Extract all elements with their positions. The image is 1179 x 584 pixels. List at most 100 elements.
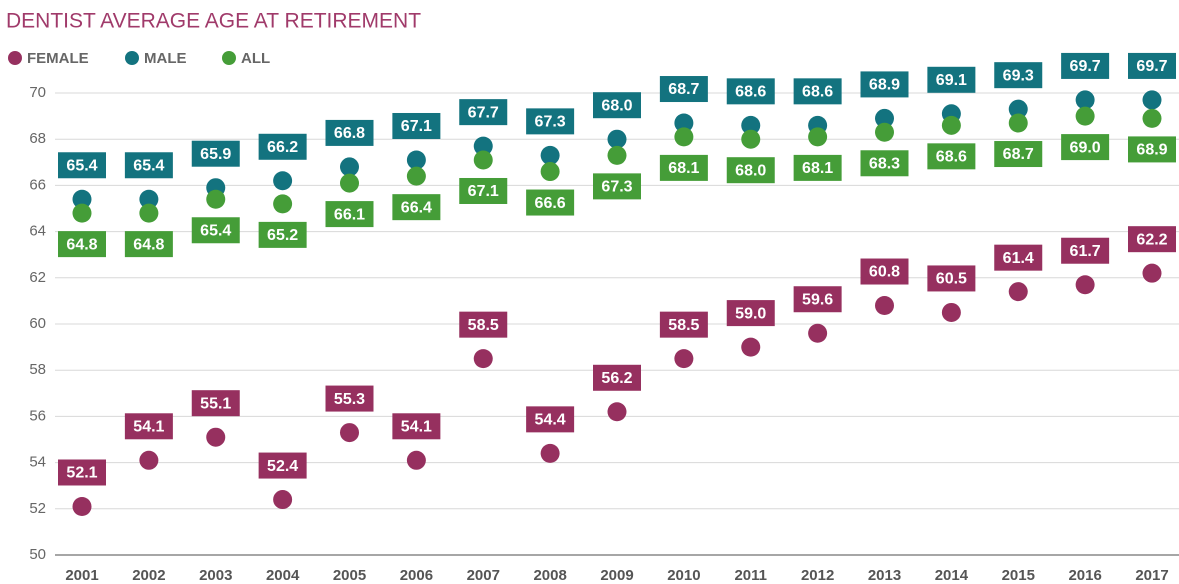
label-box (793, 78, 842, 105)
data-label: 67.1 (401, 118, 432, 135)
dot (674, 127, 694, 147)
data-label: 69.3 (1003, 67, 1034, 84)
data-label: 61.4 (1003, 250, 1034, 267)
x-tick-label: 2013 (868, 567, 901, 584)
dot (808, 323, 828, 343)
data-label: 59.6 (802, 291, 833, 308)
dot (1142, 108, 1162, 128)
dot (674, 113, 694, 133)
data-label: 68.6 (936, 149, 967, 166)
dot (206, 189, 226, 209)
label-box (526, 108, 575, 135)
dot (139, 189, 159, 209)
dot (607, 145, 627, 165)
dot (741, 337, 761, 357)
chart-title: DENTIST AVERAGE AGE AT RETIREMENT (6, 10, 421, 33)
y-tick-label: 60 (29, 315, 46, 332)
dot (741, 115, 761, 135)
label-box (459, 99, 508, 126)
dot (674, 349, 694, 369)
dot (72, 496, 92, 516)
data-label: 65.2 (267, 227, 298, 244)
data-label: 52.4 (267, 458, 298, 475)
data-label: 56.2 (601, 370, 632, 387)
dot (607, 129, 627, 149)
dot (273, 194, 293, 214)
data-label: 68.6 (802, 84, 833, 101)
label-box (392, 413, 441, 440)
data-label: 68.0 (601, 97, 632, 114)
label-box (726, 157, 775, 184)
label-box (994, 141, 1043, 168)
dot (808, 127, 828, 147)
legend-label: FEMALE (27, 50, 89, 67)
legend-swatch (222, 51, 236, 65)
dot (340, 157, 359, 177)
label-box (860, 71, 909, 98)
x-tick-label: 2010 (667, 567, 700, 584)
data-label: 68.1 (668, 160, 699, 177)
data-label: 65.4 (66, 157, 97, 174)
label-box (526, 406, 575, 433)
dot (607, 402, 627, 422)
dot (473, 136, 493, 156)
label-box (124, 152, 173, 179)
label-box (1061, 52, 1110, 79)
dot (139, 203, 159, 223)
data-label: 60.5 (936, 271, 967, 288)
dot (540, 162, 560, 182)
dot (1142, 90, 1162, 110)
label-box (1128, 226, 1176, 253)
label-box (593, 92, 641, 119)
label-box (927, 66, 976, 93)
label-box (191, 217, 240, 244)
data-label: 60.8 (869, 264, 900, 281)
data-label: 68.0 (735, 162, 766, 179)
y-tick-label: 62 (29, 269, 46, 286)
data-label: 68.6 (735, 84, 766, 101)
data-label: 67.7 (468, 104, 499, 121)
data-label: 69.0 (1070, 139, 1101, 156)
label-box (860, 258, 909, 285)
dot (1142, 263, 1162, 283)
data-label: 61.7 (1070, 243, 1101, 260)
dot (1008, 282, 1028, 302)
label-box (258, 452, 307, 479)
data-label: 68.7 (668, 81, 699, 98)
data-label: 68.1 (802, 160, 833, 177)
data-label: 62.2 (1136, 231, 1167, 248)
y-tick-label: 52 (29, 500, 46, 517)
dot (406, 150, 426, 170)
label-box (659, 76, 708, 103)
label-box (994, 244, 1043, 271)
label-box (191, 390, 240, 417)
data-label: 55.1 (200, 395, 231, 412)
legend-label: MALE (144, 50, 187, 67)
legend-swatch (125, 51, 139, 65)
legend-label: ALL (241, 50, 270, 67)
y-tick-label: 68 (29, 130, 46, 147)
dot (473, 349, 493, 369)
data-label: 54.4 (535, 412, 566, 429)
label-box (58, 459, 106, 486)
data-label: 66.4 (401, 199, 432, 216)
dot (1008, 113, 1028, 133)
y-tick-label: 58 (29, 361, 46, 378)
y-tick-label: 70 (29, 84, 46, 101)
x-tick-label: 2003 (199, 567, 232, 584)
label-box (927, 265, 976, 292)
x-tick-label: 2015 (1002, 567, 1035, 584)
label-box (325, 201, 374, 228)
dot (941, 302, 961, 322)
x-tick-label: 2005 (333, 567, 366, 584)
dot (1075, 275, 1095, 295)
x-tick-label: 2004 (266, 567, 300, 584)
data-label: 55.3 (334, 391, 365, 408)
x-tick-label: 2011 (734, 567, 767, 584)
x-tick-label: 2006 (400, 567, 433, 584)
label-box (325, 385, 374, 412)
y-tick-label: 66 (29, 176, 46, 193)
label-box (124, 413, 173, 440)
label-box (191, 140, 240, 167)
x-tick-label: 2008 (533, 567, 566, 584)
